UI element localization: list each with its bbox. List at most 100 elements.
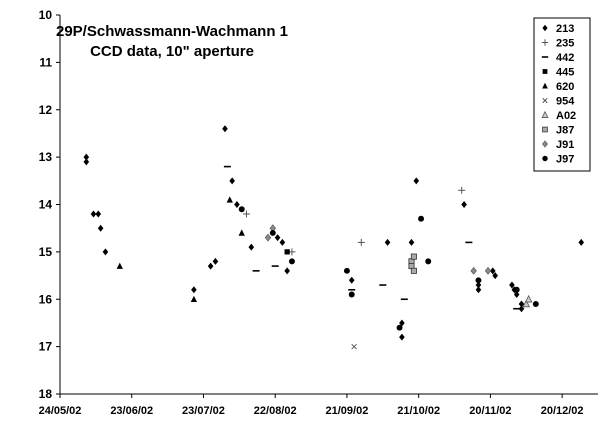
data-point <box>408 238 415 246</box>
legend-item: 442 <box>541 52 574 64</box>
data-point <box>234 201 240 208</box>
data-point <box>410 267 417 274</box>
data-point <box>274 234 281 242</box>
legend-label: 235 <box>556 38 574 50</box>
series-j87 <box>408 253 417 274</box>
data-point <box>425 258 432 265</box>
data-point <box>284 249 290 255</box>
y-tick-label: 16 <box>39 292 53 306</box>
data-point <box>384 238 391 246</box>
data-point <box>458 186 466 194</box>
data-point <box>492 272 498 280</box>
y-tick-label: 11 <box>39 55 52 69</box>
y-tick-label: 18 <box>39 387 53 401</box>
x-tick-label: 21/10/02 <box>397 405 440 417</box>
legend-label: A02 <box>556 110 576 122</box>
data-point <box>348 276 355 284</box>
x-stroke <box>542 97 548 104</box>
x-tick-label: 23/06/02 <box>110 405 153 417</box>
series-a02 <box>522 294 533 308</box>
y-tick-label: 17 <box>39 340 53 354</box>
data-point <box>226 196 233 203</box>
data-point <box>518 300 525 308</box>
data-point <box>542 24 548 32</box>
series-213 <box>83 125 585 341</box>
x-tick-label: 20/11/02 <box>469 405 511 417</box>
data-point <box>351 343 357 350</box>
data-point <box>357 238 365 246</box>
series-445 <box>284 249 290 255</box>
legend-label: 954 <box>556 96 575 108</box>
legend-label: 620 <box>556 81 574 93</box>
legend-item: J87 <box>542 125 574 137</box>
data-point <box>399 319 405 327</box>
x-tick-label: 23/07/02 <box>182 405 225 417</box>
data-point <box>513 286 520 293</box>
legend-label: 445 <box>556 67 574 79</box>
data-point <box>396 324 403 331</box>
legend-item: 620 <box>542 81 574 93</box>
data-point <box>284 267 290 275</box>
legend-label: 442 <box>556 52 574 64</box>
y-tick-label: 15 <box>39 245 53 259</box>
x-tick-label: 22/08/02 <box>254 405 297 417</box>
data-point <box>418 215 425 222</box>
data-point <box>95 210 102 218</box>
data-point <box>191 286 197 294</box>
data-point <box>83 158 90 166</box>
y-tick-label: 12 <box>39 103 53 117</box>
x-stroke <box>351 343 357 350</box>
data-point <box>522 299 531 308</box>
data-point <box>83 153 90 161</box>
data-point <box>348 291 355 298</box>
data-point <box>102 248 109 256</box>
series-j91 <box>264 224 492 275</box>
data-point <box>542 97 548 104</box>
legend-item: A02 <box>541 110 576 122</box>
y-tick-label: 13 <box>39 150 53 164</box>
data-point <box>343 267 350 274</box>
legend-item: 213 <box>542 23 574 35</box>
axes: 10 11 12 13 14 15 16 17 18 24/05/02 23/06/02 23/07/… <box>39 8 598 417</box>
data-point <box>461 201 467 208</box>
data-point <box>509 281 515 289</box>
data-point <box>97 224 104 232</box>
data-marks <box>83 125 585 350</box>
y-tick-label: 14 <box>39 198 53 212</box>
series-620 <box>116 196 245 303</box>
legend-label: J91 <box>556 139 574 151</box>
data-point <box>578 238 585 246</box>
legend-item: 954 <box>542 96 575 108</box>
legend: 213 235 442 445 620 954 A02 J87 J91 J97 <box>533 17 591 172</box>
data-point <box>542 82 548 89</box>
data-point <box>222 125 228 133</box>
data-point <box>90 210 97 218</box>
data-point <box>207 262 214 270</box>
chart-title: 29P/Schwassmann-Wachmann 1 <box>56 23 288 40</box>
data-point <box>264 233 272 242</box>
data-point <box>243 210 251 218</box>
chart-subtitle: CCD data, 10" aperture <box>90 43 254 60</box>
data-point <box>532 301 539 307</box>
data-point <box>238 206 245 213</box>
series-j97 <box>238 206 539 331</box>
data-point <box>413 177 420 185</box>
data-point <box>541 39 549 46</box>
series-954 <box>351 343 357 350</box>
data-point <box>489 267 496 275</box>
data-point <box>475 286 482 294</box>
x-tick-label: 20/12/02 <box>541 405 584 417</box>
data-point <box>238 229 245 236</box>
data-point <box>470 266 477 275</box>
data-point <box>524 294 533 303</box>
legend-item: 235 <box>541 38 574 50</box>
data-point <box>542 126 548 133</box>
legend-label: J87 <box>556 125 574 137</box>
data-point <box>513 291 520 299</box>
data-point <box>288 258 295 265</box>
data-point <box>399 333 405 341</box>
legend-item: 445 <box>542 67 574 79</box>
data-point <box>248 243 255 251</box>
data-point <box>116 262 123 269</box>
